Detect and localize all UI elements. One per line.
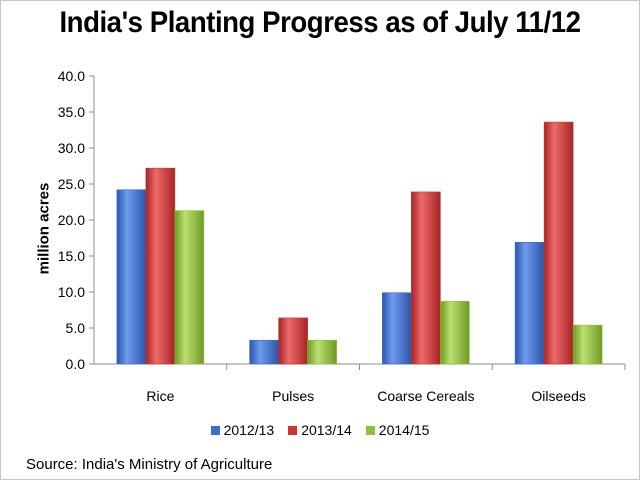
bar-2013-14-coarse-cereals [411, 191, 441, 365]
bar-2013-14-pulses [278, 317, 308, 365]
y-tick-label: 30.0 [58, 140, 85, 156]
bar-2014-15-coarse-cereals [440, 301, 470, 365]
legend: 2012/13 2013/14 2014/15 [0, 422, 640, 438]
source-note: Source: India's Ministry of Agriculture [26, 456, 273, 473]
x-tick-label: Rice [146, 388, 174, 404]
bar-2013-14-rice [145, 167, 176, 365]
bar-2012-13-coarse-cereals [382, 292, 412, 365]
x-tick-label: Coarse Cereals [377, 388, 474, 404]
bar-2014-15-pulses [307, 339, 337, 365]
y-tick-label: 40.0 [58, 68, 85, 84]
legend-swatch [210, 425, 220, 435]
y-tick-label: 15.0 [58, 248, 85, 264]
bar-chart: 0.0 5.0 10.0 15.0 20.0 25.0 30.0 35.0 40.0 Rice Pu… [58, 68, 626, 404]
y-tick-label: 10.0 [58, 284, 85, 300]
bar-2014-15-oilseeds [572, 324, 603, 365]
bar-2014-15-rice [174, 210, 205, 365]
legend-item: 2012/13 [210, 422, 275, 438]
legend-label: 2013/14 [301, 422, 352, 438]
bar-2013-14-oilseeds [543, 121, 574, 365]
x-tick-label: Pulses [272, 388, 314, 404]
y-tick-label: 5.0 [66, 320, 86, 336]
y-tick-label: 20.0 [58, 212, 85, 228]
x-tick-label: Oilseeds [531, 388, 585, 404]
chart-title: India's Planting Progress as of July 11/… [59, 6, 581, 39]
legend-label: 2014/15 [378, 422, 430, 438]
legend-swatch [365, 425, 375, 435]
bar-2012-13-oilseeds [514, 242, 545, 365]
y-tick-label: 25.0 [58, 176, 85, 192]
legend-item: 2014/15 [365, 422, 430, 438]
bar-2012-13-rice [116, 189, 147, 365]
legend-item: 2013/14 [288, 422, 352, 438]
bar-2012-13-pulses [249, 339, 279, 365]
legend-swatch [288, 425, 298, 435]
legend-label: 2012/13 [223, 422, 275, 438]
y-tick-label: 35.0 [58, 104, 85, 120]
y-tick-label: 0.0 [66, 356, 86, 372]
